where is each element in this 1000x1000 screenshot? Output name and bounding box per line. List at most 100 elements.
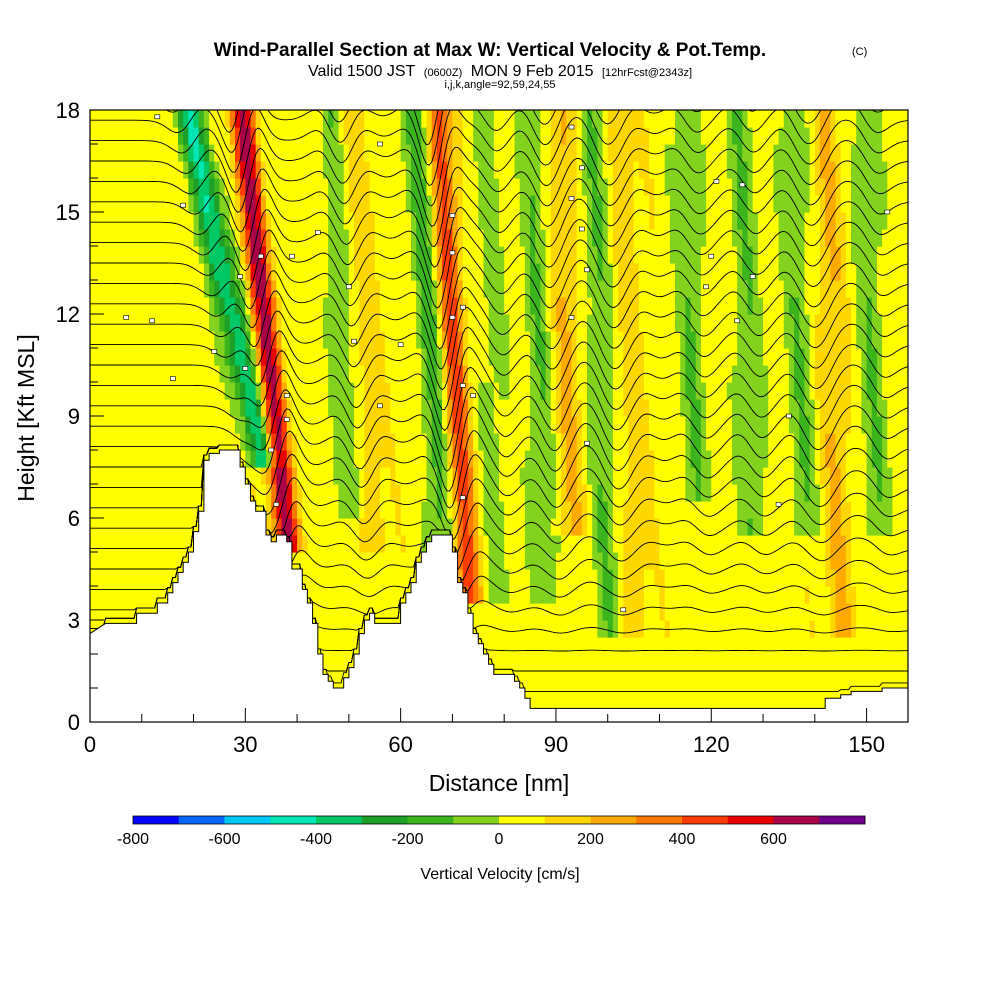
- velocity-cell: [788, 654, 795, 672]
- velocity-cell: [695, 382, 702, 400]
- velocity-cell: [312, 399, 319, 417]
- velocity-cell: [700, 569, 707, 587]
- velocity-cell: [530, 229, 536, 247]
- velocity-cell: [483, 416, 490, 434]
- velocity-cell: [126, 569, 133, 587]
- velocity-cell: [773, 603, 780, 621]
- velocity-cell: [312, 433, 319, 451]
- velocity-cell: [763, 569, 769, 587]
- velocity-cell: [721, 535, 728, 553]
- velocity-cell: [317, 280, 324, 298]
- velocity-cell: [737, 212, 743, 230]
- velocity-cell: [343, 195, 350, 213]
- velocity-cell: [431, 399, 438, 417]
- velocity-cell: [524, 263, 531, 281]
- velocity-cell: [157, 365, 164, 383]
- velocity-cell: [612, 297, 619, 315]
- velocity-cell: [110, 399, 117, 417]
- velocity-cell: [830, 586, 837, 604]
- velocity-cell: [638, 365, 645, 383]
- velocity-cell: [669, 467, 676, 485]
- velocity-cell: [426, 280, 433, 298]
- velocity-cell: [731, 212, 738, 230]
- velocity-cell: [240, 314, 246, 332]
- velocity-cell: [690, 569, 697, 587]
- velocity-cell: [462, 569, 469, 587]
- velocity-cell: [566, 433, 573, 451]
- velocity-cell: [871, 586, 878, 604]
- velocity-cell: [571, 399, 578, 417]
- velocity-cell: [633, 569, 640, 587]
- velocity-cell: [240, 297, 246, 315]
- velocity-cell: [400, 518, 407, 536]
- velocity-cell: [250, 314, 257, 332]
- velocity-cell: [530, 416, 536, 434]
- velocity-cell: [126, 416, 133, 434]
- velocity-cell: [882, 297, 888, 315]
- velocity-cell: [146, 484, 153, 502]
- velocity-cell: [633, 399, 640, 417]
- velocity-cell: [400, 382, 407, 400]
- velocity-cell: [649, 535, 655, 553]
- velocity-cell: [731, 501, 738, 519]
- velocity-cell: [462, 178, 469, 196]
- velocity-cell: [255, 433, 262, 451]
- velocity-cell: [550, 467, 557, 485]
- velocity-cell: [172, 229, 179, 247]
- velocity-cell: [183, 450, 189, 468]
- velocity-cell: [726, 212, 733, 230]
- velocity-cell: [416, 178, 422, 196]
- velocity-cell: [276, 433, 283, 451]
- velocity-cell: [524, 603, 531, 621]
- velocity-cell: [499, 450, 505, 468]
- velocity-cell: [514, 569, 521, 587]
- velocity-cell: [623, 637, 630, 655]
- velocity-cell: [550, 280, 557, 298]
- velocity-cell: [876, 195, 883, 213]
- velocity-cell: [871, 654, 878, 672]
- velocity-cell: [851, 501, 857, 519]
- velocity-cell: [550, 671, 557, 689]
- velocity-cell: [809, 671, 816, 689]
- velocity-cell: [602, 467, 609, 485]
- velocity-cell: [359, 501, 365, 519]
- velocity-cell: [897, 229, 904, 247]
- velocity-cell: [861, 501, 868, 519]
- velocity-cell: [338, 348, 345, 366]
- velocity-cell: [473, 212, 479, 230]
- velocity-cell: [488, 331, 495, 349]
- velocity-cell: [763, 501, 769, 519]
- velocity-cell: [519, 331, 526, 349]
- velocity-cell: [799, 348, 806, 366]
- velocity-cell: [763, 297, 769, 315]
- velocity-cell: [209, 348, 215, 366]
- velocity-cell: [219, 331, 226, 349]
- velocity-cell: [178, 518, 184, 536]
- velocity-cell: [183, 297, 189, 315]
- velocity-cell: [499, 654, 505, 672]
- velocity-cell: [825, 280, 831, 298]
- velocity-cell: [359, 331, 365, 349]
- velocity-cell: [618, 688, 624, 706]
- velocity-cell: [788, 535, 795, 553]
- velocity-cell: [561, 280, 567, 298]
- velocity-cell: [669, 637, 676, 655]
- velocity-cell: [410, 178, 417, 196]
- velocity-cell: [312, 450, 319, 468]
- velocity-cell: [317, 484, 324, 502]
- velocity-cell: [566, 280, 573, 298]
- velocity-cell: [706, 399, 712, 417]
- velocity-cell: [675, 603, 681, 621]
- velocity-cell: [799, 671, 806, 689]
- velocity-cell: [804, 433, 811, 451]
- velocity-cell: [307, 263, 314, 281]
- velocity-cell: [897, 620, 904, 638]
- velocity-cell: [317, 365, 324, 383]
- velocity-cell: [524, 637, 531, 655]
- velocity-cell: [778, 314, 785, 332]
- velocity-cell: [649, 671, 655, 689]
- velocity-cell: [395, 178, 402, 196]
- velocity-cell: [773, 280, 780, 298]
- velocity-cell: [706, 331, 712, 349]
- velocity-cell: [690, 450, 697, 468]
